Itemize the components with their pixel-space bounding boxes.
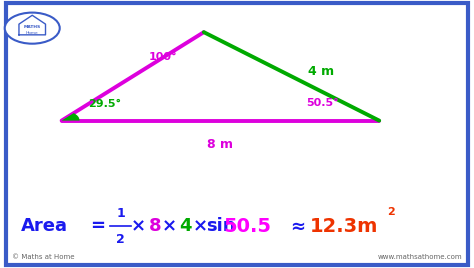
Text: 29.5°: 29.5° (88, 99, 121, 109)
Text: sin: sin (206, 217, 235, 236)
Text: MATHS: MATHS (24, 25, 41, 29)
Text: 8: 8 (149, 217, 161, 236)
Text: ≈: ≈ (290, 217, 305, 236)
Text: =: = (90, 217, 105, 236)
Text: ×: × (131, 217, 146, 236)
Text: 2: 2 (387, 207, 394, 217)
Text: ×: × (193, 217, 208, 236)
Text: 50.5: 50.5 (224, 217, 272, 236)
Text: 2: 2 (117, 233, 125, 246)
Text: 8 m: 8 m (208, 138, 233, 151)
Text: 4: 4 (180, 217, 192, 236)
Text: Area: Area (21, 217, 68, 236)
Text: 4 m: 4 m (308, 65, 334, 77)
Text: Home: Home (26, 32, 38, 35)
Wedge shape (62, 113, 80, 121)
Circle shape (5, 13, 60, 44)
Text: 1: 1 (117, 207, 125, 220)
Text: 100°: 100° (149, 52, 178, 62)
Text: 50.5°: 50.5° (306, 98, 338, 108)
Text: © Maths at Home: © Maths at Home (12, 255, 74, 260)
Text: www.mathsathome.com: www.mathsathome.com (377, 255, 462, 260)
Text: 12.3m: 12.3m (310, 217, 378, 236)
Text: ×: × (162, 217, 177, 236)
